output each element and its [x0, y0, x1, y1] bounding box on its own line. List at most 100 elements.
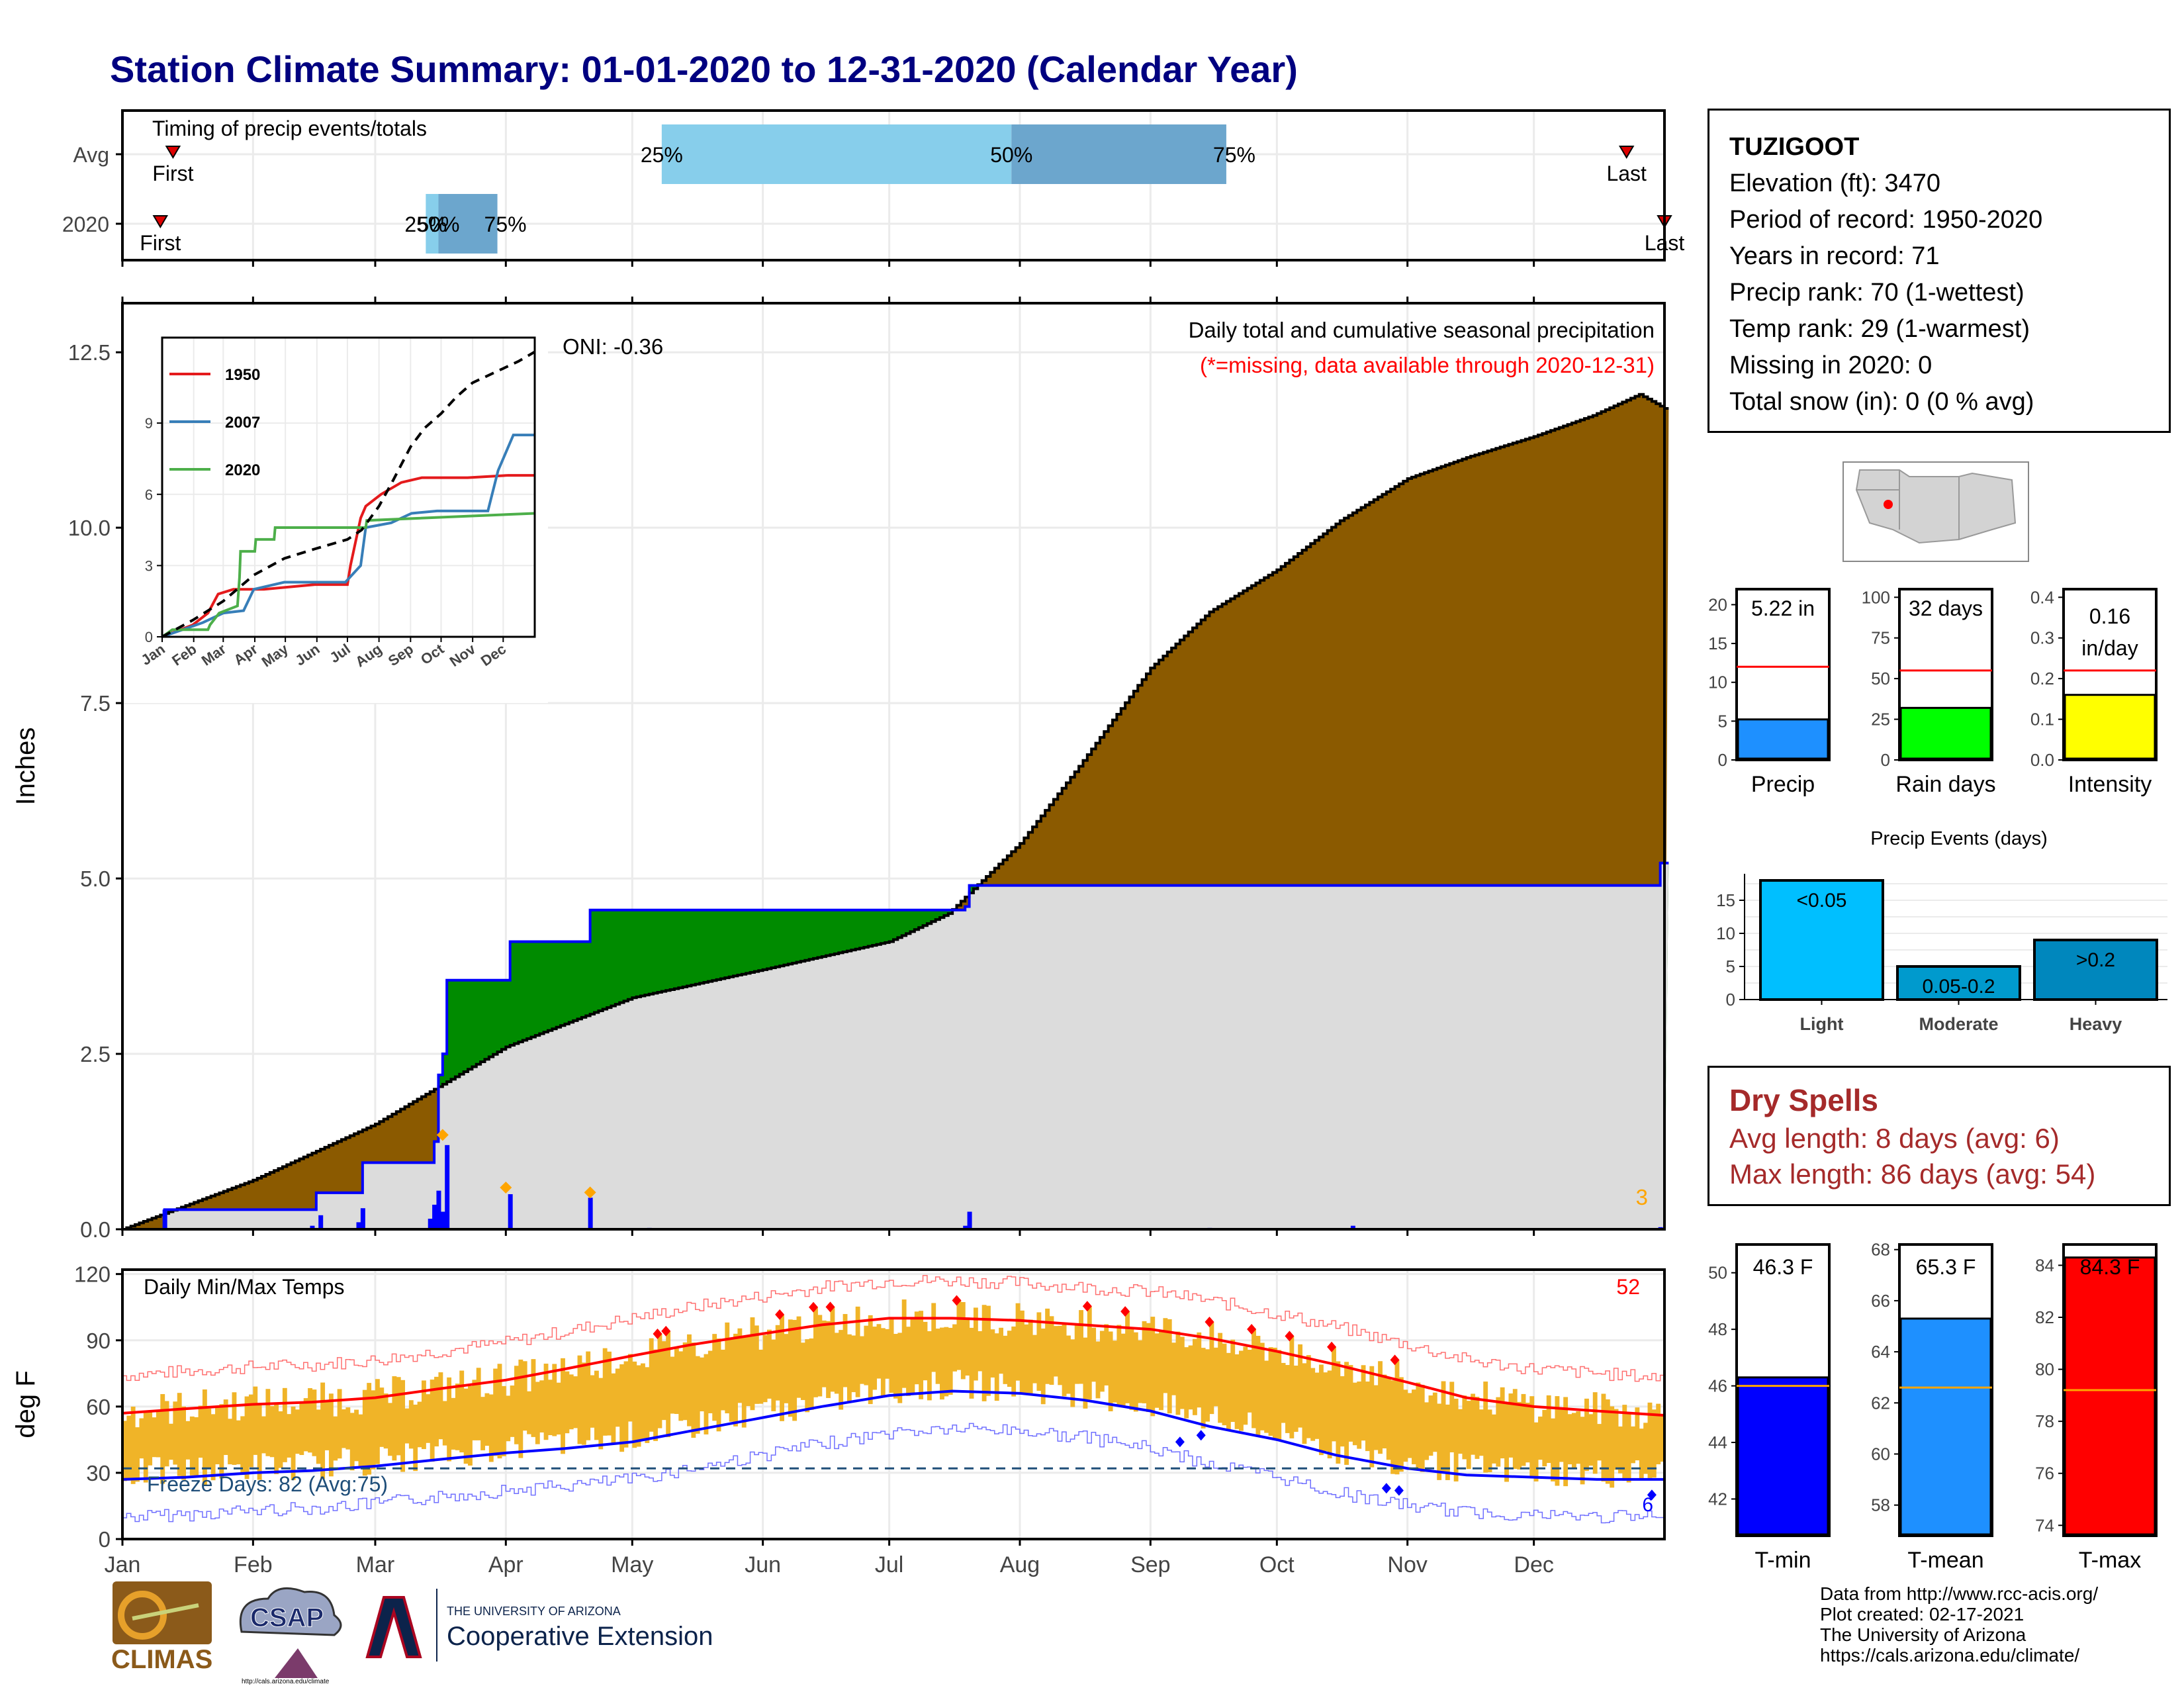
page-title: Station Climate Summary: 01-01-2020 to 1… [110, 48, 1298, 90]
daily-temp-bar [1491, 1414, 1496, 1464]
month-label: Jun [745, 1552, 781, 1577]
station-line: Period of record: 1950-2020 [1729, 206, 2043, 234]
inset-ytick-label: 9 [145, 415, 153, 432]
daily-temp-bar [1571, 1413, 1576, 1468]
daily-temp-bar [666, 1331, 671, 1438]
daily-temp-bar [430, 1380, 435, 1462]
temp-bars: 42 44 46 48 50 46.3 F T-min 58 60 62 64 66 68 65.3 F T… [1708, 1240, 2158, 1573]
daily-temp-bar [1576, 1411, 1581, 1464]
daily-temp-bar [522, 1361, 527, 1431]
daily-temp-bar [156, 1409, 161, 1458]
daily-temp-bar [1605, 1399, 1610, 1484]
daily-temp-bar [615, 1368, 620, 1427]
daily-temp-bar [362, 1389, 367, 1476]
ua-logo: THE UNIVERSITY OF ARIZONA Cooperative Ex… [365, 1589, 713, 1662]
precip-chart: 0.0 2.5 5.0 7.5 10.0 12.5 Inches Daily total an… [11, 297, 1669, 1242]
event-bar-label: <0.05 [1797, 890, 1847, 912]
daily-temp-bar [1095, 1341, 1101, 1399]
daily-temp-bar [1361, 1365, 1366, 1441]
temp-bar-ytick-label: 74 [2035, 1515, 2054, 1535]
daily-temp-bar [1247, 1349, 1252, 1413]
daily-temp-bar [653, 1349, 658, 1441]
daily-temp-bar [960, 1301, 966, 1380]
station-line: Missing in 2020: 0 [1729, 352, 1933, 379]
summary-ytick-label: 0.0 [2030, 750, 2054, 770]
temp-summary-bar [2064, 1256, 2156, 1536]
daily-temp-bar [1398, 1377, 1404, 1472]
climas-text: CLIMAS [111, 1645, 212, 1674]
daily-temp-bar [839, 1330, 844, 1410]
daily-temp-bar [1500, 1387, 1505, 1459]
daily-temp-bar [189, 1416, 195, 1476]
daily-temp-bar [232, 1392, 237, 1465]
daily-temp-bar [531, 1359, 536, 1437]
daily-temp-bar [248, 1394, 253, 1468]
daily-temp-bar [1218, 1333, 1223, 1423]
daily-temp-bar [1213, 1347, 1218, 1407]
daily-temp-bar [253, 1386, 258, 1455]
summary-ytick-label: 50 [1871, 669, 1890, 688]
daily-temp-bar [358, 1414, 363, 1466]
daily-temp-bar [978, 1331, 983, 1372]
daily-temp-bar [707, 1350, 713, 1413]
summary-ytick-label: 100 [1862, 587, 1890, 607]
daily-temp-bar [994, 1333, 999, 1401]
temp-ytick-label: 30 [86, 1461, 111, 1485]
dry-avg-line: Avg length: 8 days (avg: 6) [1729, 1123, 2060, 1154]
daily-temp-bar [1508, 1393, 1514, 1458]
daily-temp-bar [1567, 1414, 1572, 1465]
daily-temp-bar [868, 1315, 873, 1405]
daily-temp-bar [919, 1311, 924, 1399]
daily-temp-bar [876, 1324, 882, 1379]
daily-temp-bar [1496, 1397, 1501, 1467]
temp-ytick-label: 90 [86, 1329, 111, 1353]
daily-precip-bar [508, 1194, 513, 1229]
record-high-line [122, 1275, 1664, 1382]
summary-bar-label: Rain days [1895, 772, 1995, 797]
daily-temp-bar [1555, 1396, 1560, 1486]
timing-row-label: Avg [73, 143, 109, 167]
daily-temp-bar [468, 1385, 473, 1466]
daily-temp-bar [817, 1315, 823, 1397]
temp-bar-ytick-label: 60 [1871, 1444, 1890, 1464]
daily-temp-bar [194, 1417, 199, 1476]
daily-temp-bar [1032, 1335, 1037, 1383]
inset-series-line [161, 434, 535, 638]
ua-big-text: Cooperative Extension [447, 1622, 713, 1651]
quartile-bar-low [426, 194, 439, 254]
daily-temp-bar [1116, 1325, 1122, 1407]
precip-frame [121, 302, 1666, 1231]
summary-bar [1737, 718, 1829, 760]
hot-day-marker [775, 1309, 785, 1320]
inset-legend-label: 2020 [225, 461, 260, 479]
daily-temp-bar [762, 1335, 768, 1403]
daily-temp-bar [379, 1387, 385, 1447]
hot-day-marker [825, 1301, 835, 1313]
daily-precip-bar [318, 1215, 324, 1229]
daily-temp-bar [1336, 1361, 1341, 1464]
daily-temp-bar [1348, 1365, 1353, 1442]
daily-temp-bar [367, 1383, 372, 1475]
temp-bar-ytick-label: 62 [1871, 1393, 1890, 1413]
daily-temp-bar [274, 1403, 279, 1474]
cold-day-marker [1647, 1489, 1657, 1501]
daily-temp-bar [1150, 1317, 1156, 1417]
climas-logo: CLIMAS [111, 1581, 212, 1674]
count-label: 3 [1636, 1185, 1648, 1209]
timing-chart: Timing of precip events/totals Avg 2020 25%… [62, 109, 1684, 267]
daily-temp-bar [1432, 1392, 1437, 1452]
daily-temp-bar [1293, 1365, 1298, 1432]
station-name: TUZIGOOT [1729, 133, 1860, 161]
daily-temp-bar [308, 1388, 312, 1453]
daily-temp-bar [725, 1322, 730, 1414]
daily-temp-bar [935, 1329, 940, 1384]
daily-temp-bar [543, 1364, 549, 1440]
daily-temp-bar [375, 1379, 380, 1464]
inset-legend-label: 1950 [225, 366, 260, 384]
daily-temp-bar [552, 1364, 557, 1436]
daily-temp-bar [198, 1405, 203, 1458]
daily-temp-bar [1314, 1372, 1320, 1439]
daily-temp-bar [700, 1357, 705, 1412]
daily-temp-bar [1487, 1409, 1492, 1473]
hot-day-marker [1285, 1331, 1295, 1342]
